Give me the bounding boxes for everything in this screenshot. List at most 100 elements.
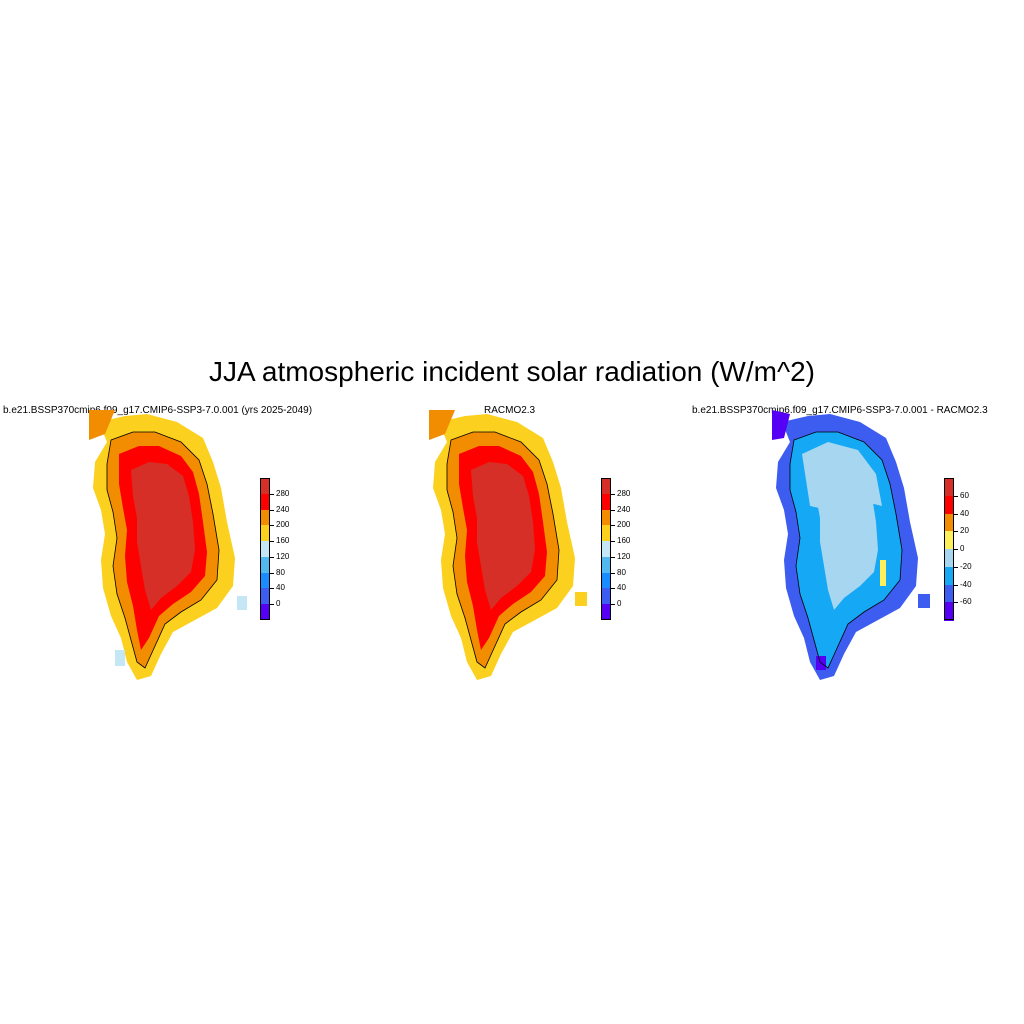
panel-2-colorbar-bin bbox=[601, 478, 611, 495]
panel-2-coastline bbox=[446, 431, 560, 669]
panel-3-colorbar-bin bbox=[944, 495, 954, 514]
panel-3-colorbar-tick bbox=[954, 584, 958, 586]
panel-1-coastline bbox=[106, 431, 220, 669]
panel-1-low-patch bbox=[115, 650, 125, 666]
panel-2-colorbar-label: 200 bbox=[617, 520, 631, 530]
panel-2-interior bbox=[471, 462, 535, 610]
panel-2-colorbar-bin bbox=[601, 572, 611, 589]
panel-2-colorbar-label: 40 bbox=[617, 583, 626, 593]
panel-1-colorbar-tick bbox=[270, 556, 274, 558]
panel-2-colorbar: 280 240 200 160 120 80 40 0 bbox=[601, 478, 641, 621]
panel-3-island-patch bbox=[918, 594, 930, 608]
panel-1-interior bbox=[131, 462, 195, 610]
panel-1-colorbar-tick bbox=[270, 509, 274, 511]
panel-3-colorbar-tick bbox=[954, 513, 958, 515]
panel-3-colorbar-bin bbox=[944, 584, 954, 603]
panel-2-colorbar-label: 0 bbox=[617, 599, 622, 609]
panel-1-colorbar-bin bbox=[260, 509, 270, 526]
panel-1-colorbar-frame bbox=[260, 478, 270, 620]
panel-3-colorbar-label: 40 bbox=[960, 508, 969, 518]
panel-2-colorbar-label: 80 bbox=[617, 567, 626, 577]
panel-1-colorbar-label: 0 bbox=[276, 599, 281, 609]
panel-1-colorbar-label: 160 bbox=[276, 536, 290, 546]
panel-1-colorbar-tick bbox=[270, 604, 274, 606]
panel-1-colorbar-tick bbox=[270, 572, 274, 574]
panel-1-colorbar-tick bbox=[270, 541, 274, 543]
panel-3-colorbar-tick bbox=[954, 549, 958, 550]
panel-1-colorbar-tick bbox=[270, 525, 274, 527]
panel-1-colorbar-label: 40 bbox=[276, 583, 285, 593]
panel-3-colorbar-bin bbox=[944, 531, 954, 550]
panel-2-northwest-corner bbox=[429, 410, 455, 440]
panel-3-colorbar-label: -60 bbox=[960, 597, 972, 607]
panel-1-title: b.e21.BSSP370cmip6.f09_g17.CMIP6-SSP3-7.… bbox=[3, 405, 313, 416]
panel-2-map bbox=[429, 410, 587, 680]
panel-2-colorbar-tick bbox=[611, 556, 615, 558]
panel-3-coastline bbox=[789, 431, 903, 669]
panel-3-colorbar-bin bbox=[944, 478, 954, 497]
panel-2-colorbar-tick bbox=[611, 588, 615, 590]
panel-3-colorbar-label: 20 bbox=[960, 526, 969, 536]
panel-3-colorbar: 60 40 20 0 -20 -40 -60 bbox=[944, 478, 984, 621]
panel-3-colorbar-label: -20 bbox=[960, 561, 972, 571]
panel-1-colorbar-tick bbox=[270, 588, 274, 590]
panel-3-colorbar-tick bbox=[954, 566, 958, 568]
panel-1-colorbar-bin bbox=[260, 604, 270, 621]
panel-3-map bbox=[772, 410, 930, 680]
panel-1-island-patch bbox=[237, 596, 247, 610]
panel-1-colorbar-label: 120 bbox=[276, 551, 290, 561]
panel-2-title: RACMO2.3 bbox=[484, 405, 536, 416]
panel-2-colorbar-bin bbox=[601, 493, 611, 511]
panel-2-colorbar-label: 280 bbox=[617, 488, 631, 498]
panel-1-colorbar-label: 240 bbox=[276, 504, 290, 514]
panel-2-colorbar-bin bbox=[601, 604, 611, 621]
panel-3-colorbar-tick bbox=[954, 602, 958, 604]
panel-1-colorbar-tick bbox=[270, 493, 274, 495]
panel-2-colorbar-bin bbox=[601, 556, 611, 574]
panel-2-colorbar-bin bbox=[601, 541, 611, 558]
panel-3-title: b.e21.BSSP370cmip6.f09_g17.CMIP6-SSP3-7.… bbox=[692, 405, 988, 416]
panel-2-colorbar-label: 240 bbox=[617, 504, 631, 514]
panel-1-colorbar: 280 240 200 160 120 80 40 0 bbox=[260, 478, 300, 621]
panel-2-colorbar-bin bbox=[601, 509, 611, 526]
panel-1-colorbar-bin bbox=[260, 588, 270, 605]
panel-1-colorbar-bin bbox=[260, 478, 270, 495]
panel-1-colorbar-label: 80 bbox=[276, 567, 285, 577]
panel-2-colorbar-label: 160 bbox=[617, 536, 631, 546]
panel-2-colorbar-bin bbox=[601, 588, 611, 605]
panel-3-colorbar-label: 60 bbox=[960, 490, 969, 500]
panel-3-colorbar-tick bbox=[954, 495, 958, 497]
panel-3-positive-strip bbox=[880, 560, 886, 586]
panel-3-northwest-extreme bbox=[772, 410, 790, 440]
panel-2-colorbar-bin bbox=[601, 525, 611, 542]
panel-3-colorbar-frame bbox=[944, 478, 954, 620]
panel-1-colorbar-bin bbox=[260, 541, 270, 558]
panel-2-colorbar-tick bbox=[611, 572, 615, 574]
panel-2-island-patch bbox=[575, 592, 587, 606]
panel-3-colorbar-label: -40 bbox=[960, 579, 972, 589]
panel-1-colorbar-bin bbox=[260, 572, 270, 589]
figure-title: JJA atmospheric incident solar radiation… bbox=[208, 356, 816, 387]
panel-1-colorbar-label: 200 bbox=[276, 520, 290, 530]
panel-2-colorbar-tick bbox=[611, 604, 615, 606]
panel-1-colorbar-bin bbox=[260, 525, 270, 542]
panel-3-colorbar-bin bbox=[944, 566, 954, 585]
panel-1-colorbar-label: 280 bbox=[276, 488, 290, 498]
panel-3-colorbar-bin bbox=[944, 602, 954, 621]
panel-2-colorbar-tick bbox=[611, 541, 615, 543]
panel-1-colorbar-bin bbox=[260, 556, 270, 574]
panel-1-northwest-corner bbox=[89, 410, 115, 440]
panel-1-map bbox=[89, 410, 247, 680]
panel-3-colorbar-bin bbox=[944, 513, 954, 532]
panel-2-colorbar-tick bbox=[611, 509, 615, 511]
panel-3-north-interior bbox=[802, 442, 882, 510]
panel-3-colorbar-tick bbox=[954, 531, 958, 533]
panel-1-colorbar-bin bbox=[260, 493, 270, 511]
panel-3-colorbar-label: 0 bbox=[960, 544, 965, 553]
panel-2-colorbar-label: 120 bbox=[617, 551, 631, 561]
panel-2-colorbar-frame bbox=[601, 478, 611, 620]
panel-3-colorbar-bin bbox=[944, 549, 954, 568]
panel-2-colorbar-tick bbox=[611, 493, 615, 495]
panel-2-colorbar-tick bbox=[611, 525, 615, 527]
